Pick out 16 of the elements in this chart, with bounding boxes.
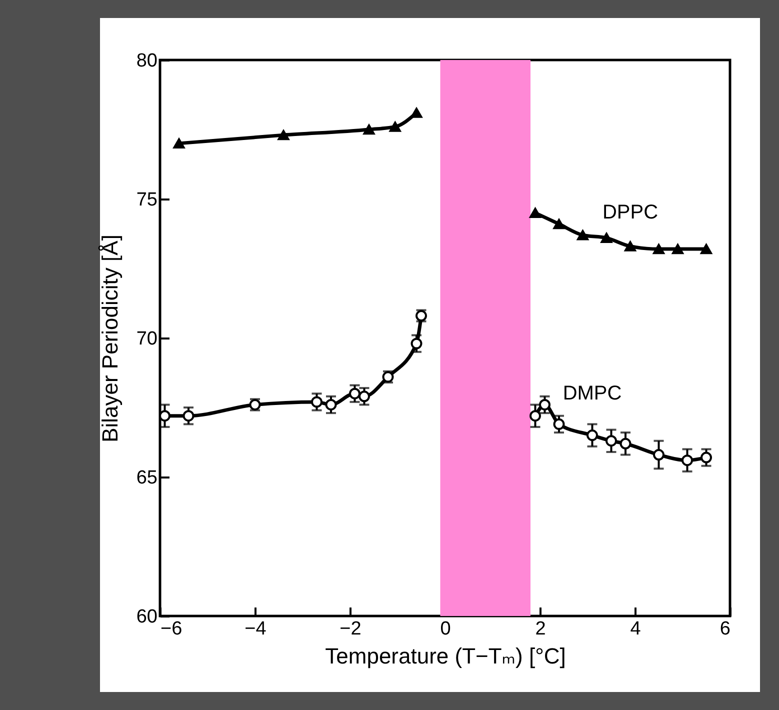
x-tick-label: −6 [160, 618, 182, 640]
series-label: DMPC [562, 382, 622, 404]
x-tick-label: 6 [720, 618, 730, 640]
x-tick-label: 4 [630, 618, 642, 640]
y-tick-label: 80 [136, 50, 158, 72]
x-axis-title: Temperature (T−Tₘ) [°C] [325, 644, 566, 668]
y-tick-label: 75 [136, 190, 158, 210]
series-label: DPPC [602, 201, 658, 224]
y-tick-label: 70 [136, 328, 158, 350]
x-tick-label: −2 [340, 618, 362, 640]
y-tick-label: 65 [136, 468, 158, 488]
x-tick-label: −4 [244, 618, 267, 640]
x-tick-label: 0 [440, 618, 451, 640]
x-tick-label: 2 [535, 618, 546, 640]
y-tick-label: 60 [136, 606, 158, 628]
y-axis-title: Bilayer Periodicity [Å] [97, 234, 122, 442]
